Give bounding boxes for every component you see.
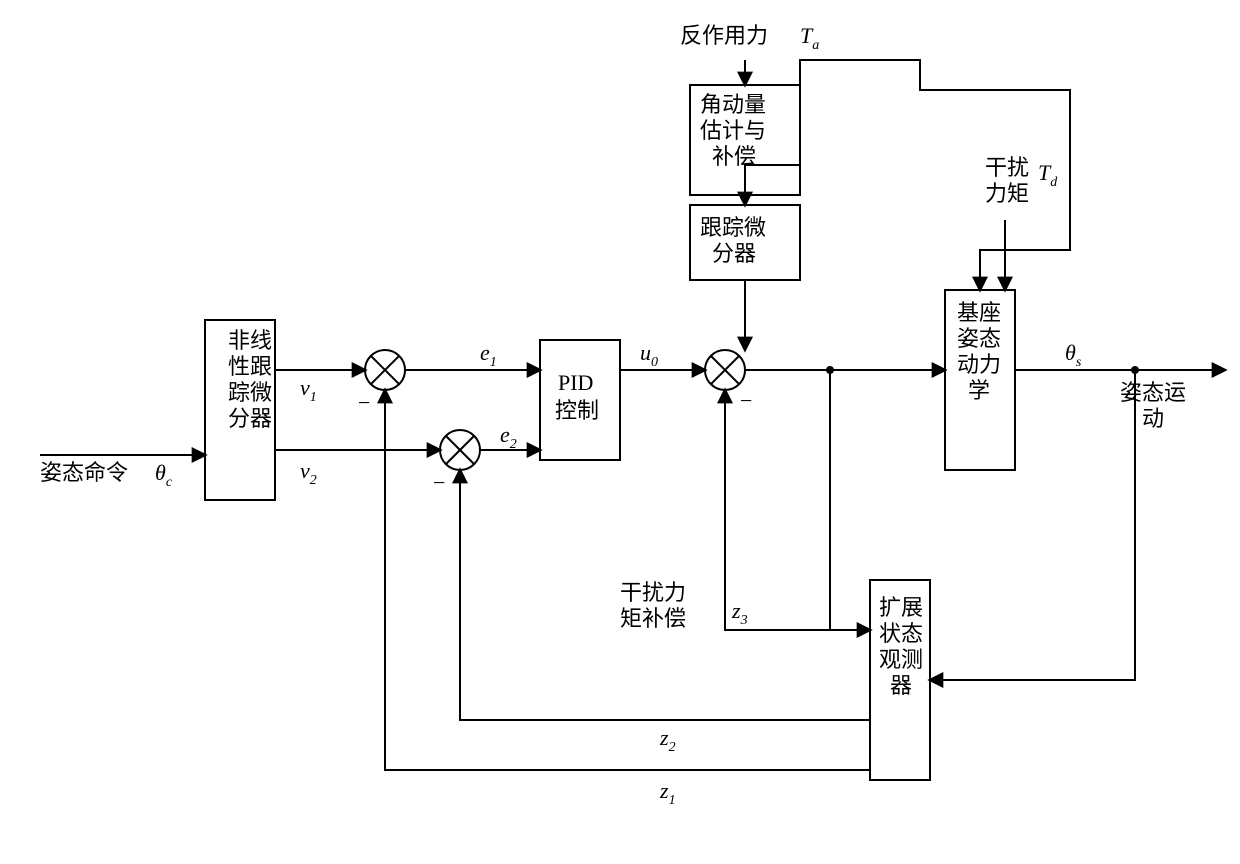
label-input-command: 姿态命令 (40, 460, 128, 485)
label-u0: u0 (640, 340, 658, 370)
label-z3: z3 (731, 598, 748, 628)
arrow-z3 (725, 390, 870, 630)
label-e2: e2 (500, 422, 517, 452)
label-output: 姿态运 动 (1120, 380, 1192, 431)
label-theta-s: θs (1065, 340, 1082, 370)
minus-s1: − (358, 390, 370, 415)
label-z1: z1 (659, 778, 676, 808)
sum-junction-1 (365, 350, 405, 390)
arrow-u-to-eso (830, 370, 870, 630)
label-Ta: Ta (800, 23, 819, 53)
label-theta-c: θc (155, 460, 173, 490)
label-reaction: 反作用力 (680, 23, 768, 48)
sum-junction-3 (705, 350, 745, 390)
label-e1: e1 (480, 340, 497, 370)
label-Td: Td (1038, 160, 1058, 190)
label-v1: v1 (300, 375, 317, 405)
minus-s3: − (740, 388, 752, 413)
minus-s2: − (433, 470, 445, 495)
label-z2: z2 (659, 725, 676, 755)
control-block-diagram: 姿态命令 θc 非线 性跟 踪微 分器 v1 v2 − − − e1 e2 PI… (0, 0, 1240, 864)
sum-junction-2 (440, 430, 480, 470)
node-output-tap (1131, 366, 1139, 374)
label-v2: v2 (300, 458, 317, 488)
label-dist-comp: 干扰力 矩补偿 (620, 580, 692, 631)
label-nltd: 非线 性跟 踪微 分器 (228, 328, 278, 431)
label-disturb-torque: 干扰 力矩 (985, 155, 1035, 206)
node-u-tap (826, 366, 834, 374)
